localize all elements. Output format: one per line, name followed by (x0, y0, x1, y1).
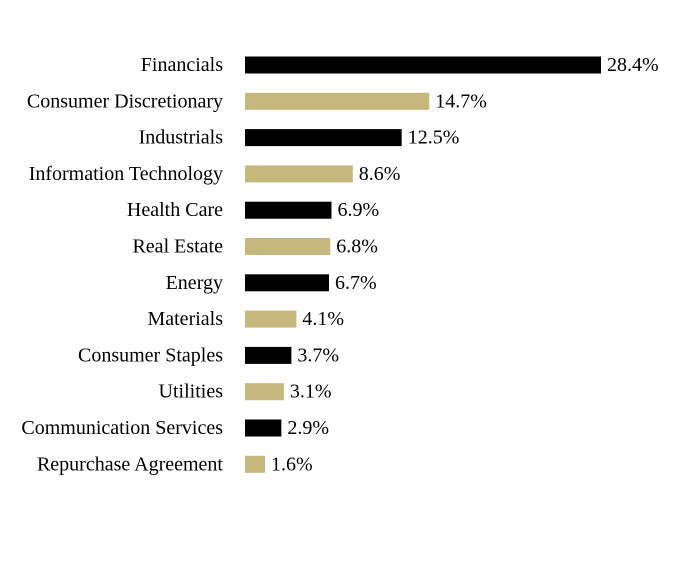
value-label-real-estate: 6.8% (336, 236, 378, 258)
bar-energy (245, 274, 329, 292)
category-label-consumer-staples: Consumer Staples (78, 344, 223, 366)
category-label-health-care: Health Care (127, 199, 223, 221)
value-label-repurchase-agreement: 1.6% (271, 453, 313, 475)
bar-communication-services (245, 419, 282, 437)
bar-health-care (245, 201, 332, 219)
category-label-information-technology: Information Technology (29, 163, 223, 185)
value-label-energy: 6.7% (335, 272, 377, 294)
category-label-industrials: Industrials (139, 127, 224, 149)
category-label-communication-services: Communication Services (21, 417, 223, 439)
category-label-utilities: Utilities (159, 381, 224, 403)
value-label-consumer-staples: 3.7% (297, 344, 339, 366)
category-label-real-estate: Real Estate (132, 236, 223, 258)
bar-materials (245, 310, 297, 328)
bar-real-estate (245, 238, 331, 255)
value-label-materials: 4.1% (302, 308, 344, 330)
category-label-financials: Financials (141, 54, 223, 76)
category-label-repurchase-agreement: Repurchase Agreement (37, 453, 223, 475)
bar-repurchase-agreement (245, 455, 266, 473)
category-label-consumer-discretionary: Consumer Discretionary (27, 90, 223, 112)
category-label-energy: Energy (166, 272, 223, 294)
bars-group: Financials 28.4% Consumer Discretionary 14.… (21, 54, 658, 475)
value-label-utilities: 3.1% (290, 381, 332, 403)
bar-information-technology (245, 165, 353, 183)
bar-financials (245, 56, 601, 74)
value-label-financials: 28.4% (607, 54, 659, 76)
bar-consumer-discretionary (245, 92, 430, 110)
value-label-information-technology: 8.6% (359, 163, 401, 185)
value-label-health-care: 6.9% (337, 199, 379, 221)
value-label-industrials: 12.5% (408, 127, 460, 149)
value-label-consumer-discretionary: 14.7% (435, 90, 487, 112)
category-label-materials: Materials (147, 308, 223, 330)
bar-consumer-staples (245, 346, 292, 364)
value-label-communication-services: 2.9% (287, 417, 329, 439)
bar-industrials (245, 129, 402, 147)
bar-utilities (245, 383, 284, 401)
